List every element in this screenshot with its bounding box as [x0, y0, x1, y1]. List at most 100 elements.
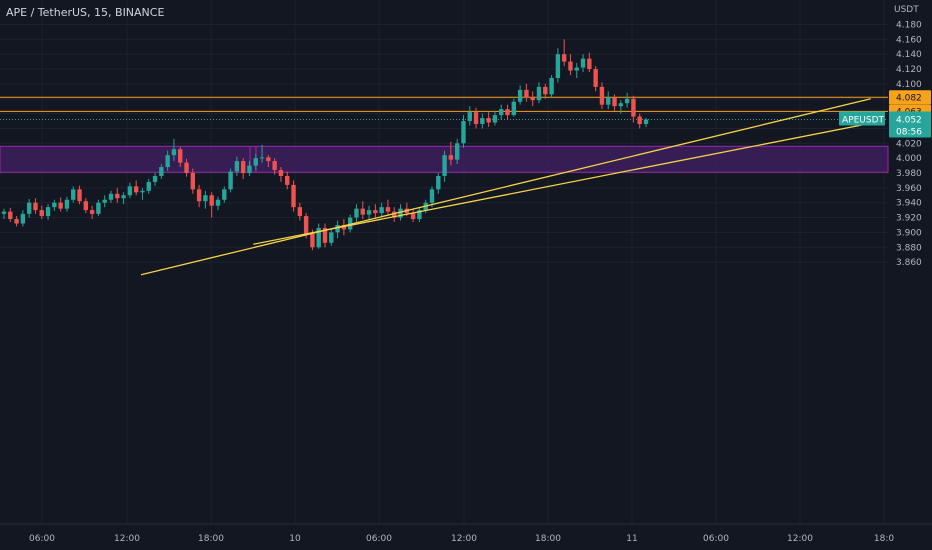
candle-body — [417, 210, 422, 220]
candle-body — [392, 211, 397, 218]
candle — [1, 208, 7, 220]
candle — [580, 54, 586, 73]
candle — [196, 184, 202, 208]
candle — [373, 204, 378, 218]
candle — [171, 138, 177, 162]
candle — [184, 158, 189, 177]
candle-body — [442, 155, 447, 176]
candle-body — [121, 195, 126, 199]
candle-body — [234, 161, 240, 172]
candle-body — [102, 199, 107, 203]
candle — [379, 202, 384, 218]
candle — [247, 161, 252, 176]
candle-body — [58, 202, 63, 209]
candle-body — [133, 186, 139, 193]
candle-body — [178, 149, 183, 163]
y-tick-label: 4.100 — [896, 80, 922, 90]
trend-line — [253, 122, 871, 245]
candle — [71, 186, 76, 203]
y-tick-label: 3.880 — [896, 243, 922, 253]
candle — [26, 198, 32, 218]
candle — [64, 196, 70, 212]
candle-body — [631, 98, 636, 117]
candle-body — [524, 89, 529, 98]
candle-body — [410, 213, 416, 220]
candle — [165, 150, 170, 171]
candle — [606, 91, 611, 110]
trend-line — [140, 98, 871, 276]
candle-body — [83, 201, 89, 211]
candle — [178, 147, 183, 168]
candle — [536, 82, 542, 104]
candle — [524, 83, 529, 102]
candle — [8, 207, 13, 223]
candle-body — [140, 190, 145, 193]
candle — [461, 115, 466, 148]
candle-body — [228, 171, 233, 190]
x-tick-label: 12:00 — [451, 534, 477, 544]
candle — [152, 173, 158, 186]
candle — [574, 63, 579, 78]
candle-body — [266, 157, 271, 162]
candle — [121, 192, 126, 205]
candle — [215, 196, 221, 211]
candle — [146, 178, 151, 194]
candle — [442, 150, 447, 182]
candle-body — [222, 189, 227, 200]
candle-body — [184, 162, 189, 173]
candle-body — [612, 97, 617, 107]
candle-body — [20, 213, 26, 224]
y-tick-label: 4.180 — [896, 21, 922, 31]
candle — [297, 202, 303, 221]
x-tick-label: 06:00 — [29, 534, 55, 544]
candle-body — [448, 155, 454, 160]
candle-body — [593, 69, 598, 87]
candle — [96, 199, 101, 217]
y-tick-label: 4.140 — [896, 50, 922, 60]
y-tick-label: 4.120 — [896, 65, 922, 75]
chart-grid — [0, 0, 888, 524]
candle-body — [536, 86, 542, 101]
candle-body — [253, 158, 258, 166]
current-price-label: APEUSDT 4.052 08:56 — [839, 111, 931, 138]
candle-body — [152, 175, 158, 182]
candle-body — [543, 86, 548, 95]
candle — [637, 113, 642, 129]
level-price-label: 4.082 — [889, 90, 931, 105]
candle — [505, 104, 510, 120]
candle — [266, 155, 271, 168]
time-axis[interactable]: 06:00 12:00 18:00 10 06:00 12:00 18:00 11 06:00 1… — [0, 523, 932, 544]
y-tick-label: 3.900 — [896, 228, 922, 238]
candle — [278, 167, 284, 182]
candle — [316, 223, 321, 249]
candle-body — [159, 167, 164, 176]
x-tick-label: 12:00 — [787, 534, 813, 544]
candle — [612, 94, 617, 111]
y-tick-label: 4.020 — [896, 139, 922, 149]
candle — [568, 54, 573, 75]
candle — [52, 199, 57, 211]
y-tick-label: 3.940 — [896, 199, 922, 209]
candle-body — [165, 155, 170, 168]
candle-body — [215, 199, 221, 206]
candle-body — [310, 233, 315, 248]
candle-body — [171, 149, 177, 156]
candle — [599, 82, 605, 110]
chart-title: APE / TetherUS, 15, BINANCE — [6, 6, 165, 19]
candle — [517, 85, 523, 105]
candle-body — [398, 208, 403, 218]
currency-label: USDT — [894, 5, 919, 15]
candle-body — [8, 211, 13, 220]
candle — [561, 39, 567, 67]
candle — [33, 198, 38, 214]
x-tick-label: 18:00 — [198, 534, 224, 544]
y-tick-label: 4.160 — [896, 35, 922, 45]
candle — [285, 171, 290, 190]
candle-body — [354, 208, 359, 218]
candle — [322, 223, 328, 248]
candle-body — [461, 121, 466, 144]
price-axis[interactable]: 4.1804.1604.1404.1204.1004.0804.0604.040… — [896, 21, 922, 269]
current-price-value: 4.052 — [896, 116, 922, 126]
candle — [329, 227, 334, 246]
